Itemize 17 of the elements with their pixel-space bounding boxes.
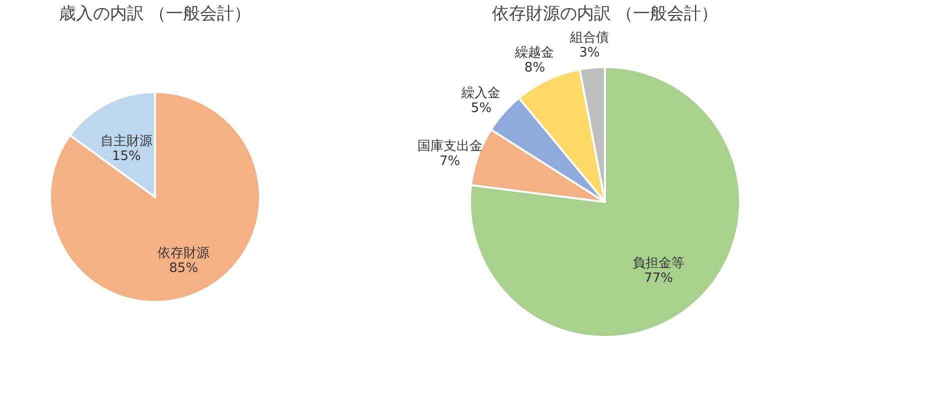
data-label: 85% — [169, 261, 198, 276]
slice-label: 依存財源 — [158, 246, 210, 262]
chart-title: 歳入の内訳 （一般会計） — [58, 4, 252, 24]
slice-label: 繰越金 — [514, 46, 554, 61]
slice-label: 国庫支出金 — [417, 138, 482, 154]
slice-label: 自主財源 — [100, 132, 152, 149]
data-label: 8% — [524, 60, 546, 76]
data-label: 77% — [644, 270, 674, 286]
slice-label: 組合債 — [568, 30, 609, 46]
slice-label: 負担金等 — [632, 256, 685, 271]
data-label: 15% — [112, 148, 141, 164]
pie-slice — [49, 91, 261, 303]
data-label: 3% — [579, 46, 600, 61]
slice-label: 繰入金 — [460, 86, 501, 101]
chart-title: 依存財源の内訳 （一般会計） — [492, 4, 718, 24]
data-label: 5% — [470, 100, 492, 116]
data-label: 7% — [439, 154, 460, 170]
